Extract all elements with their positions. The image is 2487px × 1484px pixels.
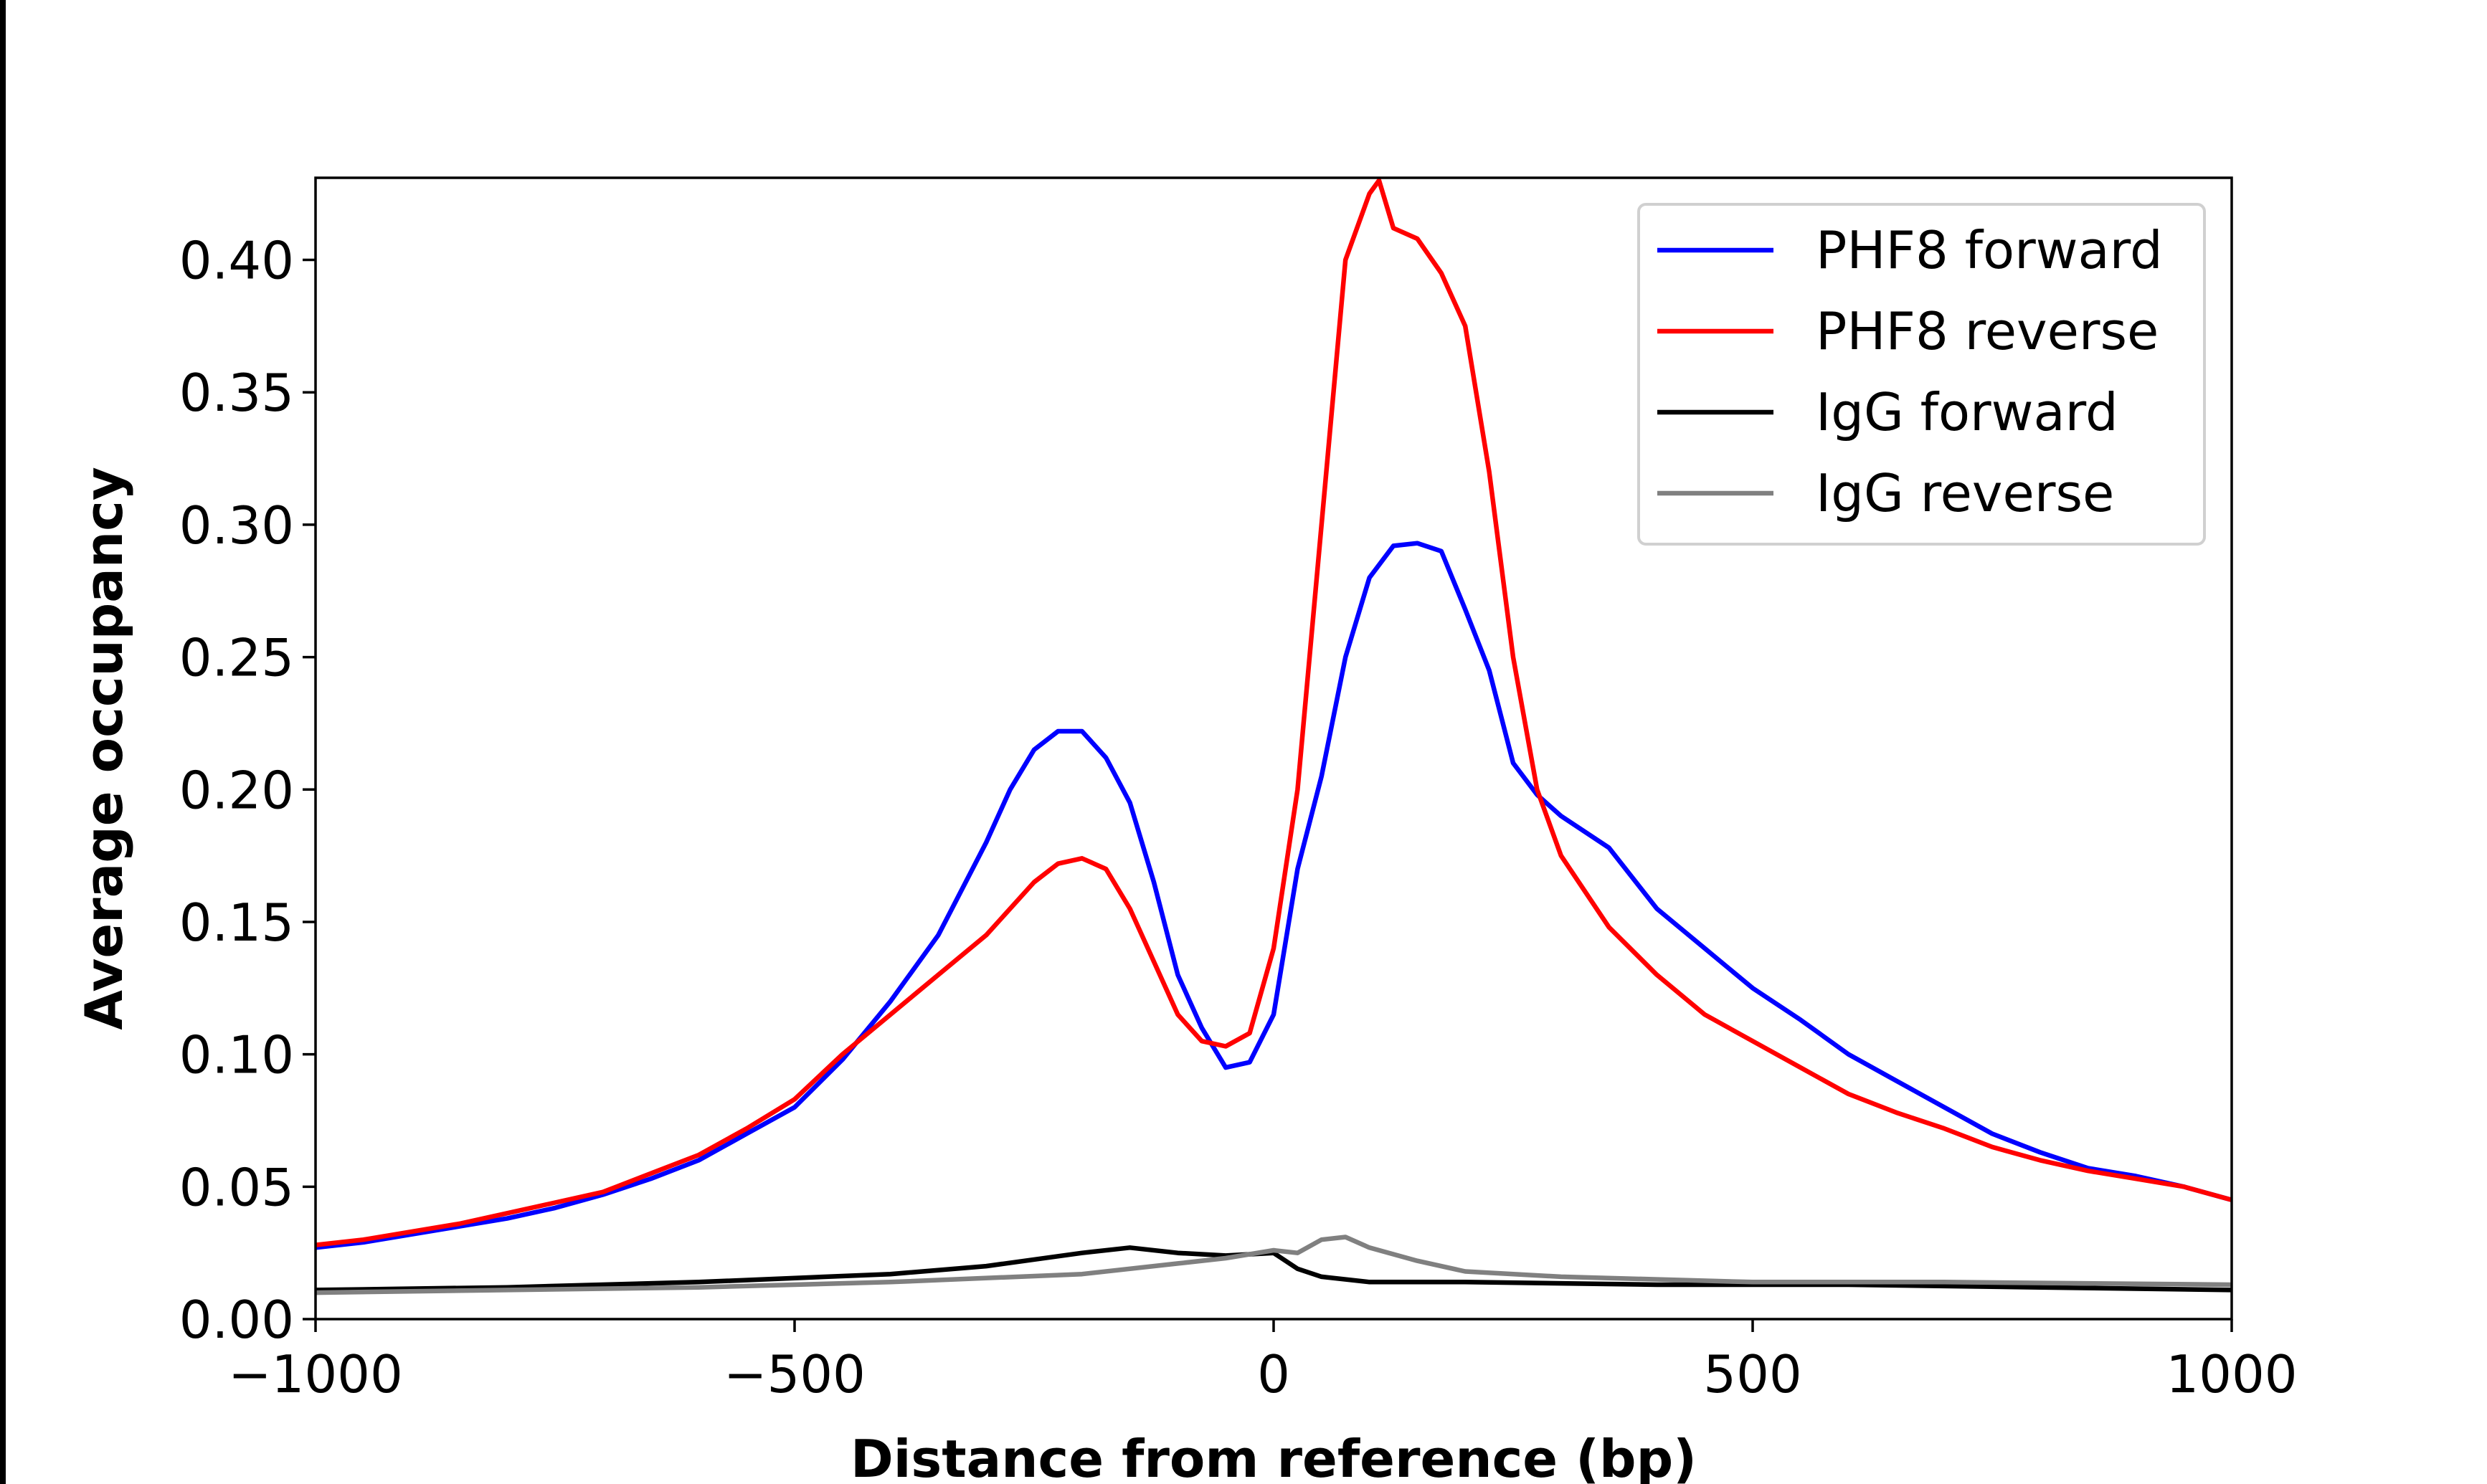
- x-tick-label: 0: [1257, 1344, 1290, 1404]
- y-tick-label: 0.30: [179, 495, 294, 556]
- y-tick-label: 0.05: [179, 1157, 294, 1217]
- legend-entry: IgG reverse: [1657, 463, 2114, 523]
- series-line-igg-reverse: [316, 1235, 2232, 1295]
- y-tick-label: 0.35: [179, 363, 294, 423]
- y-tick-label: 0.15: [179, 893, 294, 953]
- legend-label: IgG forward: [1816, 382, 2118, 442]
- legend-label: IgG reverse: [1816, 463, 2114, 523]
- x-tick-label: 1000: [2166, 1344, 2297, 1404]
- y-axis-label: Average occupancy: [74, 467, 134, 1030]
- legend-entry: PHF8 reverse: [1657, 301, 2159, 361]
- left-edge-bar: [0, 0, 6, 1484]
- ticks-layer: −1000 −500 0 500 1000 0.00 0.05 0.10 0.15 0.20 0.2…: [179, 231, 2298, 1404]
- legend-label: PHF8 reverse: [1816, 301, 2159, 361]
- x-tick-label: −1000: [228, 1344, 403, 1404]
- y-tick-label: 0.40: [179, 231, 294, 291]
- y-tick-label: 0.10: [179, 1025, 294, 1085]
- legend-entry: PHF8 forward: [1657, 220, 2163, 280]
- y-tick-label: 0.20: [179, 760, 294, 820]
- legend: PHF8 forward PHF8 reverse IgG forward IgG r…: [1637, 203, 2206, 546]
- y-tick-label: 0.25: [179, 628, 294, 688]
- legend-entry: IgG forward: [1657, 382, 2118, 442]
- x-tick-label: 500: [1703, 1344, 1801, 1404]
- legend-box: [1637, 203, 2206, 546]
- x-axis-label: Distance from reference (bp): [851, 1429, 1697, 1484]
- series-line-phf8-reverse: [316, 178, 2232, 1247]
- y-tick-label: 0.00: [179, 1290, 294, 1350]
- series-line-phf8-forward: [316, 541, 2232, 1250]
- x-tick-label: −500: [724, 1344, 866, 1404]
- series-layer: [316, 178, 2232, 1295]
- legend-label: PHF8 forward: [1816, 220, 2163, 280]
